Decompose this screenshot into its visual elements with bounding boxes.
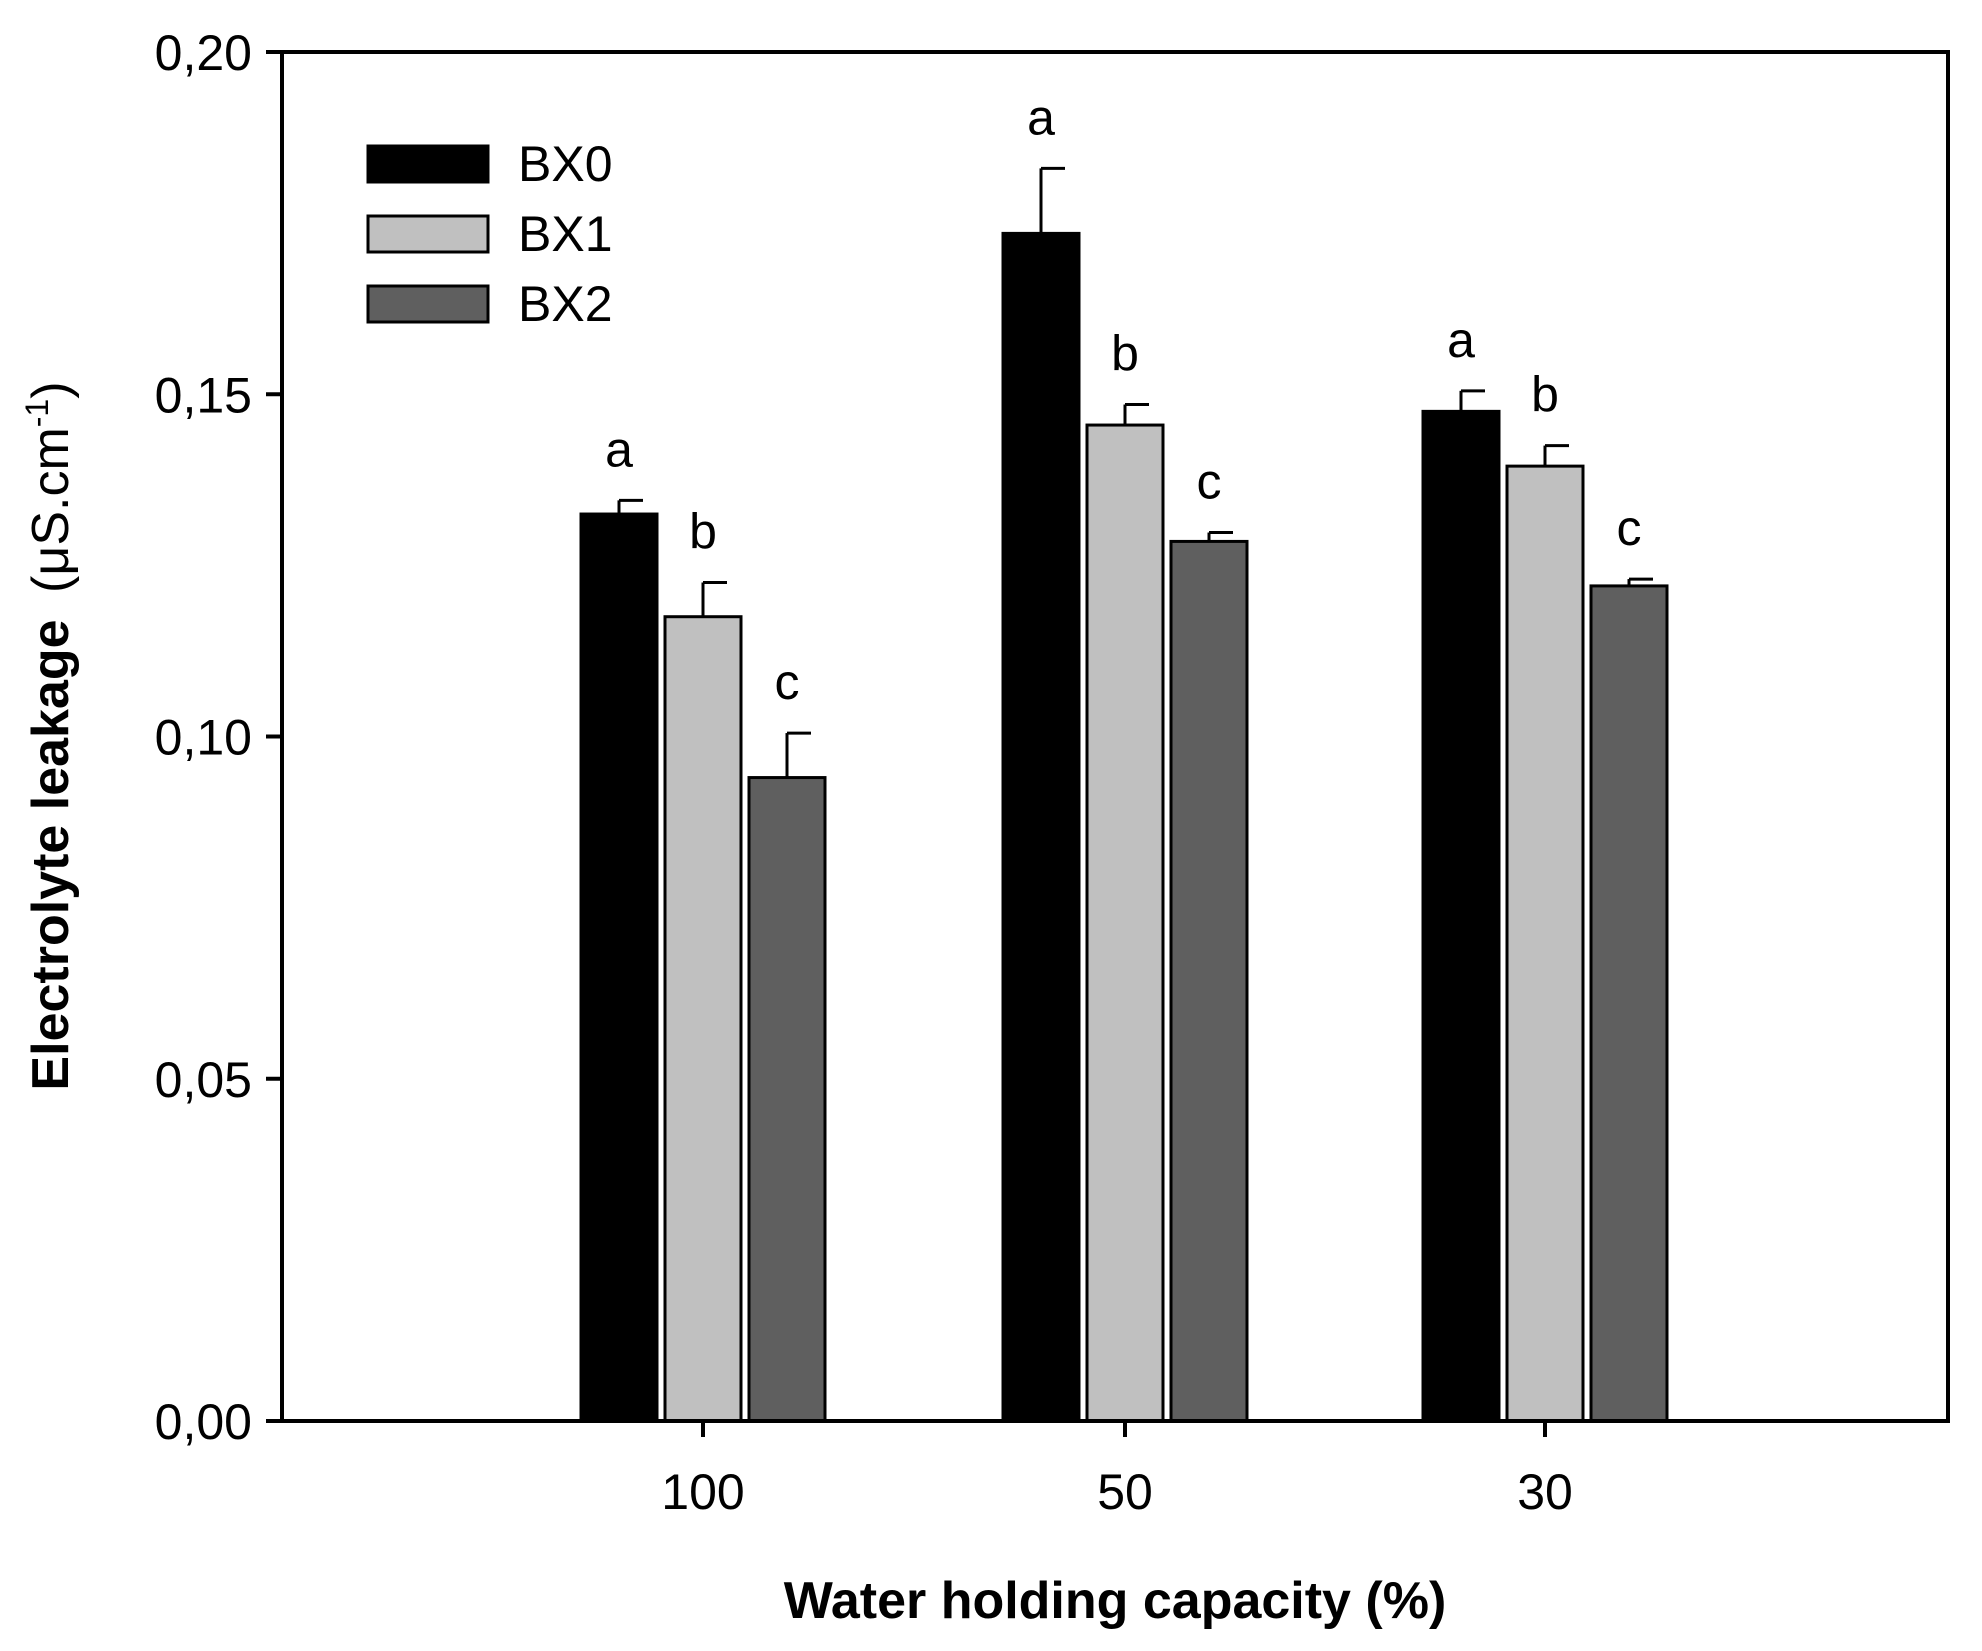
legend-label-bx0: BX0	[518, 136, 613, 192]
x-tick-label: 100	[661, 1464, 744, 1520]
significance-label-bx1-100: b	[689, 503, 717, 559]
x-axis-title: Water holding capacity (%)	[784, 1572, 1447, 1630]
y-axis-title-unit-sup: -1	[19, 399, 55, 427]
significance-label-bx2-50: c	[1197, 454, 1222, 510]
significance-label-bx1-30: b	[1531, 367, 1559, 423]
y-tick-label: 0,15	[155, 367, 252, 423]
error-bars-layer	[617, 166, 1653, 778]
significance-label-bx0-100: a	[605, 421, 633, 477]
y-tick-label: 0,00	[155, 1394, 252, 1450]
significance-label-bx2-100: c	[775, 654, 800, 710]
y-tick-label: 0,10	[155, 710, 252, 766]
bar-bx1-50	[1085, 423, 1165, 1423]
bar-bx0-50	[1001, 231, 1081, 1423]
legend-swatch-bx0	[366, 144, 490, 184]
bar-bx2-100	[747, 776, 827, 1423]
x-axis: 100 50 30	[661, 1421, 1573, 1520]
significance-label-bx2-30: c	[1617, 500, 1642, 556]
significance-label-bx0-50: a	[1027, 89, 1055, 145]
y-axis-title: Electrolyte leakage (μS.cm-1)	[19, 381, 80, 1090]
bar-bx2-50	[1169, 539, 1249, 1423]
y-tick-label: 0,05	[155, 1052, 252, 1108]
y-tick-label: 0,20	[155, 25, 252, 81]
significance-label-bx1-50: b	[1111, 326, 1139, 382]
bar-bx0-30	[1421, 409, 1501, 1423]
y-axis-title-main: Electrolyte leakage	[22, 619, 80, 1090]
x-tick-label: 50	[1097, 1464, 1153, 1520]
significance-label-bx0-30: a	[1447, 312, 1475, 368]
legend: BX0 BX1 BX2	[366, 136, 613, 332]
bar-bx1-100	[663, 615, 743, 1423]
y-axis-title-unit-close: )	[22, 381, 80, 398]
legend-swatch-bx1	[366, 214, 490, 254]
y-axis: 0,00 0,05 0,10 0,15 0,20	[155, 25, 282, 1450]
bar-bx1-30	[1505, 464, 1585, 1423]
x-tick-label: 30	[1517, 1464, 1573, 1520]
legend-swatch-bx2	[366, 284, 490, 324]
legend-label-bx2: BX2	[518, 276, 613, 332]
bar-bx0-100	[579, 512, 659, 1423]
bar-bx2-30	[1589, 584, 1669, 1423]
legend-label-bx1: BX1	[518, 206, 613, 262]
y-axis-title-unit: (μS.cm	[22, 427, 80, 593]
